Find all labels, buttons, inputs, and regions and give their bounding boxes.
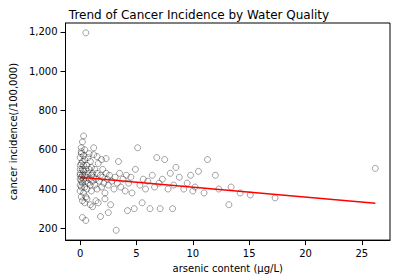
svg-text:25: 25 [355,248,368,259]
svg-text:1,200: 1,200 [29,26,58,37]
svg-text:arsenic content (μg/L): arsenic content (μg/L) [173,263,283,274]
svg-text:Trend of Cancer Incidence by W: Trend of Cancer Incidence by Water Quali… [68,8,329,22]
svg-text:5: 5 [133,248,139,259]
svg-text:cancer incidence(/100,000): cancer incidence(/100,000) [8,63,19,200]
svg-text:1,000: 1,000 [29,66,58,77]
svg-text:800: 800 [38,105,57,116]
svg-text:200: 200 [38,223,57,234]
svg-text:20: 20 [299,248,312,259]
svg-text:400: 400 [38,184,57,195]
svg-text:10: 10 [186,248,199,259]
svg-text:15: 15 [243,248,256,259]
svg-text:600: 600 [38,144,57,155]
svg-text:0: 0 [77,248,83,259]
